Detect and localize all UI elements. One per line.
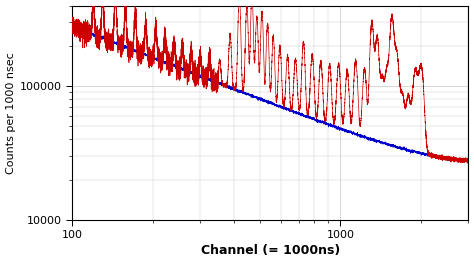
X-axis label: Channel (= 1000ns): Channel (= 1000ns) (201, 244, 340, 257)
Y-axis label: Counts per 1000 nsec: Counts per 1000 nsec (6, 52, 16, 174)
